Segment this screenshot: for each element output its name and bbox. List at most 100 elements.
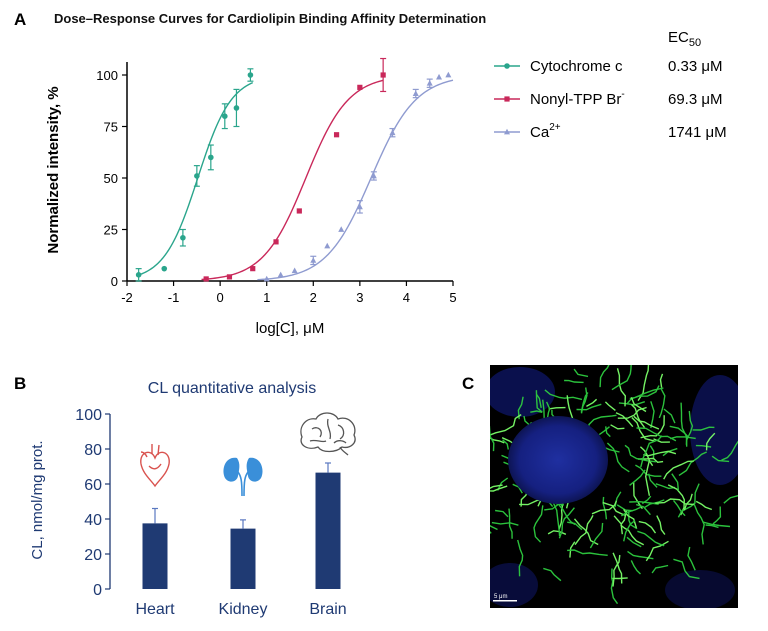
mitochondria-strand (530, 410, 543, 413)
mitochondria-strand (695, 500, 713, 511)
data-point (194, 173, 200, 179)
mitochondria-strand (647, 473, 658, 488)
mitochondria-strand (490, 425, 495, 452)
mitochondria-strand (672, 499, 686, 517)
mitochondria-strand (610, 424, 625, 430)
brain-icon (300, 412, 356, 456)
data-point (370, 172, 377, 179)
mitochondria-strand (535, 390, 543, 413)
mitochondria-strand (542, 399, 545, 420)
a-y-tick-label: 75 (104, 120, 118, 135)
mitochondria-strand (678, 451, 707, 476)
mitochondria-strand (669, 425, 690, 438)
mitochondria-strand (558, 507, 575, 539)
mitochondria-strand (517, 396, 524, 420)
scale-bar-label: 5 μm (494, 594, 507, 600)
mitochondria-strand (610, 568, 619, 605)
a-x-tick-label: -1 (168, 290, 180, 305)
a-x-axis-label: log[C], μM (256, 320, 325, 337)
mitochondria-strand (644, 459, 651, 496)
mitochondria-strand (548, 406, 566, 410)
legend-ec50-value: 0.33 μM (668, 58, 723, 75)
mitochondria-strand (615, 412, 634, 428)
b-y-tick-label: 40 (84, 512, 102, 529)
mitochondria-strand (490, 485, 508, 492)
data-point (389, 129, 396, 136)
b-y-tick-label: 100 (75, 407, 102, 424)
bar-kidney (230, 528, 256, 589)
legend-ec50-value: 69.3 μM (668, 91, 723, 108)
fit-curve-series-2 (257, 79, 454, 281)
mitochondria-strand (643, 450, 677, 457)
heart-icon (140, 444, 170, 488)
a-x-tick-label: 2 (310, 290, 317, 305)
data-point (296, 208, 302, 214)
mitochondria-strand (502, 439, 509, 450)
legend-marker (504, 96, 510, 102)
mitochondria-strand (490, 524, 498, 531)
a-x-tick-label: 4 (403, 290, 410, 305)
bar-brain (315, 472, 341, 589)
legend-item-2: Ca2+ 1741 μM (494, 122, 727, 141)
data-point (310, 257, 317, 263)
mitochondria-strand (705, 524, 719, 529)
mitochondria-strand (655, 483, 676, 490)
mitochondria-strand (517, 539, 524, 577)
bar-category-label: Brain (309, 601, 346, 618)
data-point (273, 239, 279, 245)
mitochondria-strand (695, 444, 712, 448)
mitochondria-strand (567, 549, 608, 556)
mitochondria-strand (586, 398, 598, 408)
mitochondria-strand (687, 546, 696, 571)
mitochondria-strand (640, 435, 663, 468)
data-point (161, 265, 168, 272)
mitochondria-strand (630, 560, 641, 575)
mitochondria-strand (490, 484, 503, 489)
mitochondria-strand (497, 477, 509, 491)
mitochondria-strand (624, 444, 656, 463)
mitochondria-strand (669, 436, 696, 440)
mitochondria-strand (683, 493, 693, 511)
mitochondria-strand (635, 503, 651, 516)
data-point (222, 113, 228, 119)
mitochondria-strand (626, 385, 660, 405)
mitochondria-strand (564, 379, 584, 384)
mitochondria-strand (658, 388, 666, 419)
a-y-tick-label: 100 (96, 68, 118, 83)
mitochondria-strand (705, 432, 716, 451)
mitochondria-strand (673, 558, 700, 580)
a-y-tick-label: 25 (104, 223, 118, 238)
mitochondria-strand (612, 552, 623, 584)
mitochondria-strand (656, 515, 666, 535)
data-point (203, 276, 209, 282)
mitochondria-strand (508, 508, 513, 539)
mitochondria-strand (702, 521, 731, 528)
bar-category-label: Heart (135, 601, 175, 618)
a-x-tick-label: -2 (121, 290, 133, 305)
legend-marker (504, 128, 510, 135)
legend-label: Ca2+ (530, 122, 561, 141)
b-y-axis-label: CL, nmol/mg prot. (29, 440, 46, 559)
mitochondria-strand (637, 530, 665, 547)
data-point (250, 266, 256, 272)
fit-curve-series-1 (201, 79, 384, 281)
b-y-tick-label: 80 (84, 442, 102, 459)
mitochondria-strand (638, 520, 657, 534)
mitochondria-strand (667, 484, 686, 516)
fluorescence-microscopy-image: 5 μm (465, 365, 738, 608)
a-x-tick-label: 0 (217, 290, 224, 305)
mitochondria-strand (602, 501, 625, 516)
b-y-tick-label: 60 (84, 477, 102, 494)
data-point (277, 271, 284, 278)
bar-heart (142, 523, 168, 589)
data-point (412, 90, 419, 96)
data-point (233, 105, 240, 111)
mitochondria-strand (589, 522, 604, 549)
mitochondria-strand (618, 401, 646, 406)
mitochondria-strand (465, 475, 474, 479)
mitochondria-strand (544, 389, 583, 401)
legend-item-0: Cytochrome c 0.33 μM (494, 58, 723, 75)
mitochondria-strand (633, 415, 660, 430)
panel-a-dose-response-chart: A Dose–Response Curves for Cardiolipin B… (14, 10, 727, 337)
